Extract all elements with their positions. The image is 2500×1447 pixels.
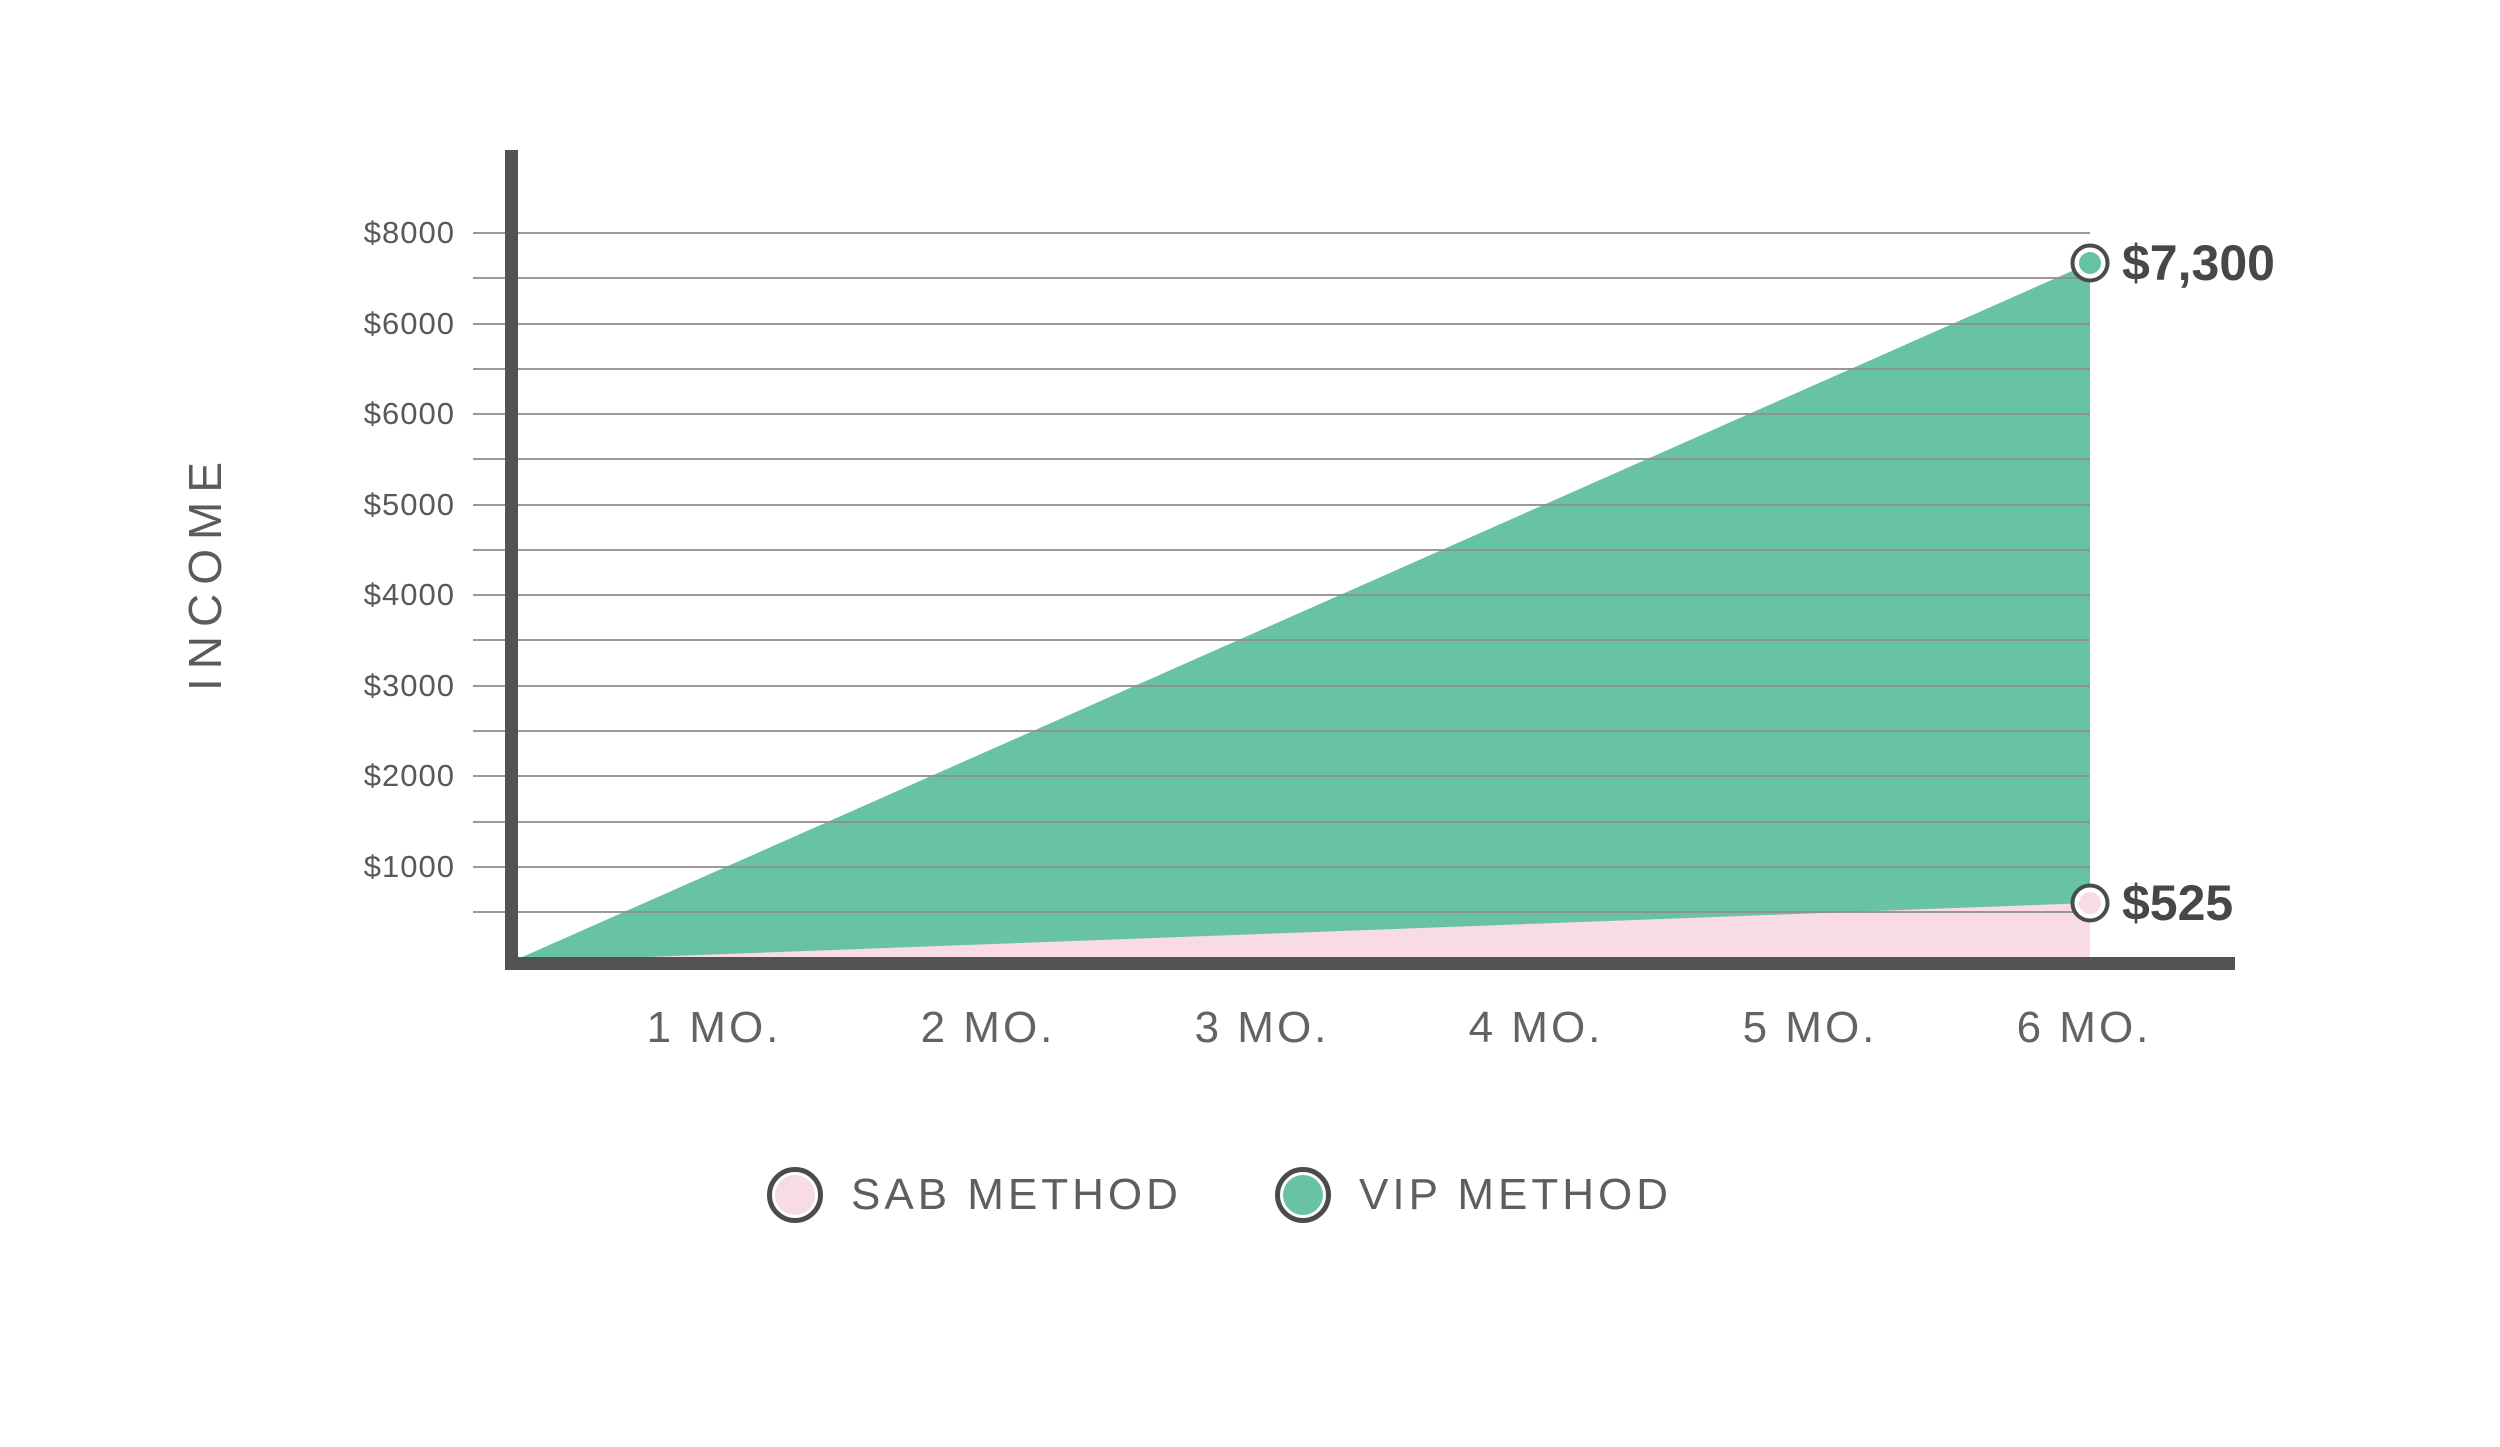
sab-endpoint-marker-dot [2079, 892, 2101, 914]
sab-endpoint-value-label: $525 [2122, 875, 2234, 931]
x-tick-label: 5 MO. [1742, 1003, 1878, 1052]
legend-item-sab-method: SAB METHOD [767, 1162, 1182, 1228]
y-tick-label: $8000 [363, 215, 455, 250]
y-axis-bar [505, 150, 518, 970]
vip-method-color-dot-icon [1283, 1175, 1323, 1215]
y-tick-label: $4000 [363, 577, 455, 612]
vip-method-swatch-icon [1275, 1167, 1331, 1223]
y-tick-label: $1000 [363, 849, 455, 884]
y-tick-label: $6000 [363, 306, 455, 341]
y-axis-title: INCOME [179, 453, 231, 691]
legend-label-sab-method: SAB METHOD [851, 1170, 1182, 1219]
x-tick-label: 2 MO. [920, 1003, 1056, 1052]
sab-method-area [511, 903, 2090, 962]
vip-method-area [511, 263, 2090, 962]
y-tick-label: $5000 [363, 487, 455, 522]
y-tick-label: $2000 [363, 758, 455, 793]
x-axis-bar [505, 957, 2235, 970]
y-tick-label: $3000 [363, 668, 455, 703]
legend-item-vip-method: VIP METHOD [1275, 1162, 1672, 1228]
vip-endpoint-marker-dot [2079, 252, 2101, 274]
vip-endpoint-value-label: $7,300 [2122, 235, 2275, 291]
y-tick-label: $6000 [363, 396, 455, 431]
x-tick-label: 1 MO. [646, 1003, 782, 1052]
x-tick-label: 6 MO. [2016, 1003, 2152, 1052]
sab-method-swatch-icon [767, 1167, 823, 1223]
x-tick-label: 4 MO. [1468, 1003, 1604, 1052]
sab-method-color-dot-icon [775, 1175, 815, 1215]
x-tick-label: 3 MO. [1194, 1003, 1330, 1052]
legend-label-vip-method: VIP METHOD [1359, 1170, 1673, 1219]
